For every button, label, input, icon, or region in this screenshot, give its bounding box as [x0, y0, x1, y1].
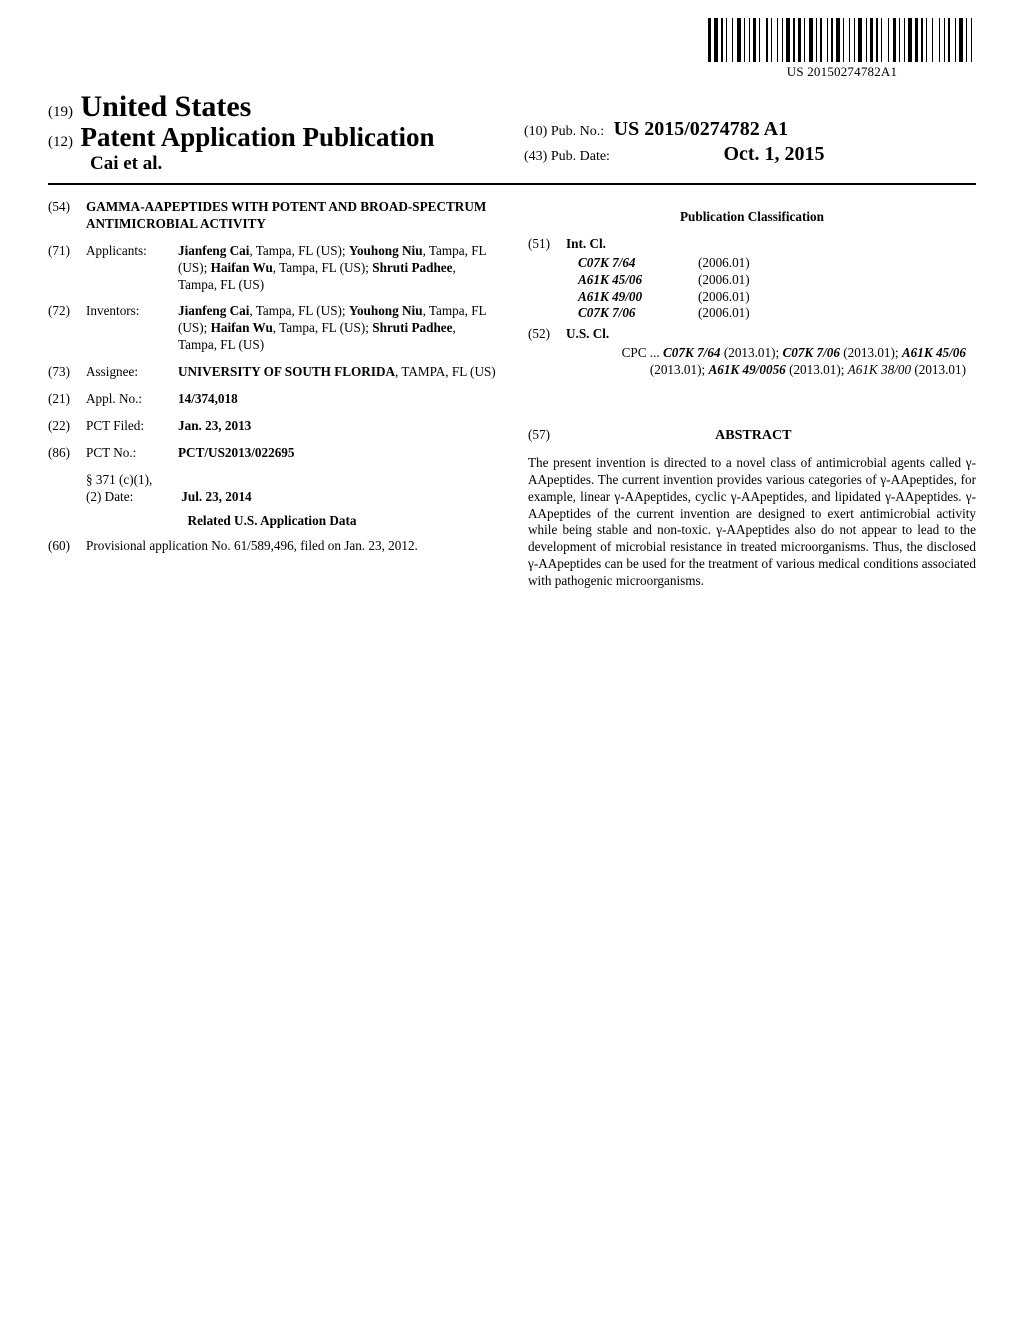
- pubno-value: US 2015/0274782 A1: [614, 118, 788, 140]
- field-73: (73) Assignee: UNIVERSITY OF SOUTH FLORI…: [48, 364, 496, 381]
- applno-value: 14/374,018: [178, 391, 496, 408]
- pubdate-value: Oct. 1, 2015: [723, 143, 824, 165]
- code-60: (60): [48, 538, 86, 555]
- cpc-prefix: CPC ...: [622, 345, 660, 360]
- code-71: (71): [48, 243, 86, 294]
- pctfiled-value: Jan. 23, 2013: [178, 418, 496, 435]
- s371-date-value: Jul. 23, 2014: [181, 489, 251, 504]
- code-51: (51): [528, 236, 566, 253]
- intcl-table: C07K 7/64(2006.01)A61K 45/06(2006.01)A61…: [578, 255, 976, 323]
- field-71: (71) Applicants: Jianfeng Cai, Tampa, FL…: [48, 243, 496, 294]
- intcl-row: A61K 49/00(2006.01): [578, 289, 976, 306]
- field-52: (52) U.S. Cl.: [528, 326, 976, 343]
- code-73: (73): [48, 364, 86, 381]
- related-heading: Related U.S. Application Data: [48, 513, 496, 530]
- applicants-value: Jianfeng Cai, Tampa, FL (US); Youhong Ni…: [178, 243, 496, 294]
- field-54: (54) GAMMA-AAPEPTIDES WITH POTENT AND BR…: [48, 199, 496, 233]
- divider: [48, 183, 976, 185]
- header: (19) United States (12) Patent Applicati…: [48, 90, 976, 175]
- barcode-block: US 20150274782A1: [708, 18, 976, 80]
- s371-block: § 371 (c)(1), (2) Date: Jul. 23, 2014: [86, 472, 496, 506]
- code-22: (22): [48, 418, 86, 435]
- field-51: (51) Int. Cl.: [528, 236, 976, 253]
- label-applicants: Applicants:: [86, 243, 178, 294]
- code-54: (54): [48, 199, 86, 233]
- intcl-row: C07K 7/64(2006.01): [578, 255, 976, 272]
- provisional-text: Provisional application No. 61/589,496, …: [86, 538, 496, 555]
- code-52: (52): [528, 326, 566, 343]
- columns: (54) GAMMA-AAPEPTIDES WITH POTENT AND BR…: [48, 199, 976, 590]
- intcl-version: (2006.01): [698, 305, 750, 322]
- code-72: (72): [48, 303, 86, 354]
- code-10: (10): [524, 124, 547, 139]
- country-title: United States: [81, 90, 252, 123]
- field-60: (60) Provisional application No. 61/589,…: [48, 538, 496, 555]
- invention-title: GAMMA-AAPEPTIDES WITH POTENT AND BROAD-S…: [86, 199, 496, 233]
- intcl-row: A61K 45/06(2006.01): [578, 272, 976, 289]
- code-57: (57): [528, 427, 566, 444]
- left-column: (54) GAMMA-AAPEPTIDES WITH POTENT AND BR…: [48, 199, 496, 590]
- assignee-value: UNIVERSITY OF SOUTH FLORIDA, TAMPA, FL (…: [178, 364, 496, 381]
- abstract-heading: ABSTRACT: [569, 427, 937, 445]
- code-21: (21): [48, 391, 86, 408]
- intcl-code: A61K 49/00: [578, 289, 698, 306]
- label-pctfiled: PCT Filed:: [86, 418, 178, 435]
- intcl-code: C07K 7/64: [578, 255, 698, 272]
- cpc-block: CPC ... C07K 7/64 (2013.01); C07K 7/06 (…: [578, 345, 976, 379]
- label-inventors: Inventors:: [86, 303, 178, 354]
- code-86: (86): [48, 445, 86, 462]
- inventors-value: Jianfeng Cai, Tampa, FL (US); Youhong Ni…: [178, 303, 496, 354]
- intcl-code: C07K 7/06: [578, 305, 698, 322]
- abstract-body: The present invention is directed to a n…: [528, 455, 976, 590]
- pubno-label: Pub. No.:: [551, 124, 604, 139]
- intcl-version: (2006.01): [698, 289, 750, 306]
- label-pctno: PCT No.:: [86, 445, 178, 462]
- cpc-codes: C07K 7/64 (2013.01); C07K 7/06 (2013.01)…: [650, 345, 966, 377]
- s371-date-label: (2) Date:: [86, 489, 178, 506]
- pub-info: (10) Pub. No.: US 2015/0274782 A1 (43) P…: [524, 118, 825, 166]
- intcl-version: (2006.01): [698, 272, 750, 289]
- field-86: (86) PCT No.: PCT/US2013/022695: [48, 445, 496, 462]
- right-column: Publication Classification (51) Int. Cl.…: [528, 199, 976, 590]
- intcl-code: A61K 45/06: [578, 272, 698, 289]
- pctno-value: PCT/US2013/022695: [178, 445, 496, 462]
- field-72: (72) Inventors: Jianfeng Cai, Tampa, FL …: [48, 303, 496, 354]
- pubclass-heading: Publication Classification: [528, 209, 976, 226]
- label-intcl: Int. Cl.: [566, 236, 606, 251]
- pubdate-label: Pub. Date:: [551, 149, 610, 164]
- code-43: (43): [524, 149, 547, 164]
- code-19: (19): [48, 104, 73, 120]
- code-12: (12): [48, 134, 73, 150]
- barcode-text: US 20150274782A1: [708, 64, 976, 80]
- barcode: [708, 18, 976, 62]
- label-uscl: U.S. Cl.: [566, 326, 609, 341]
- intcl-row: C07K 7/06(2006.01): [578, 305, 976, 322]
- label-assignee: Assignee:: [86, 364, 178, 381]
- s371-line1: § 371 (c)(1),: [86, 472, 496, 489]
- field-22: (22) PCT Filed: Jan. 23, 2013: [48, 418, 496, 435]
- label-applno: Appl. No.:: [86, 391, 178, 408]
- doc-type-title: Patent Application Publication: [81, 122, 435, 152]
- intcl-version: (2006.01): [698, 255, 750, 272]
- field-21: (21) Appl. No.: 14/374,018: [48, 391, 496, 408]
